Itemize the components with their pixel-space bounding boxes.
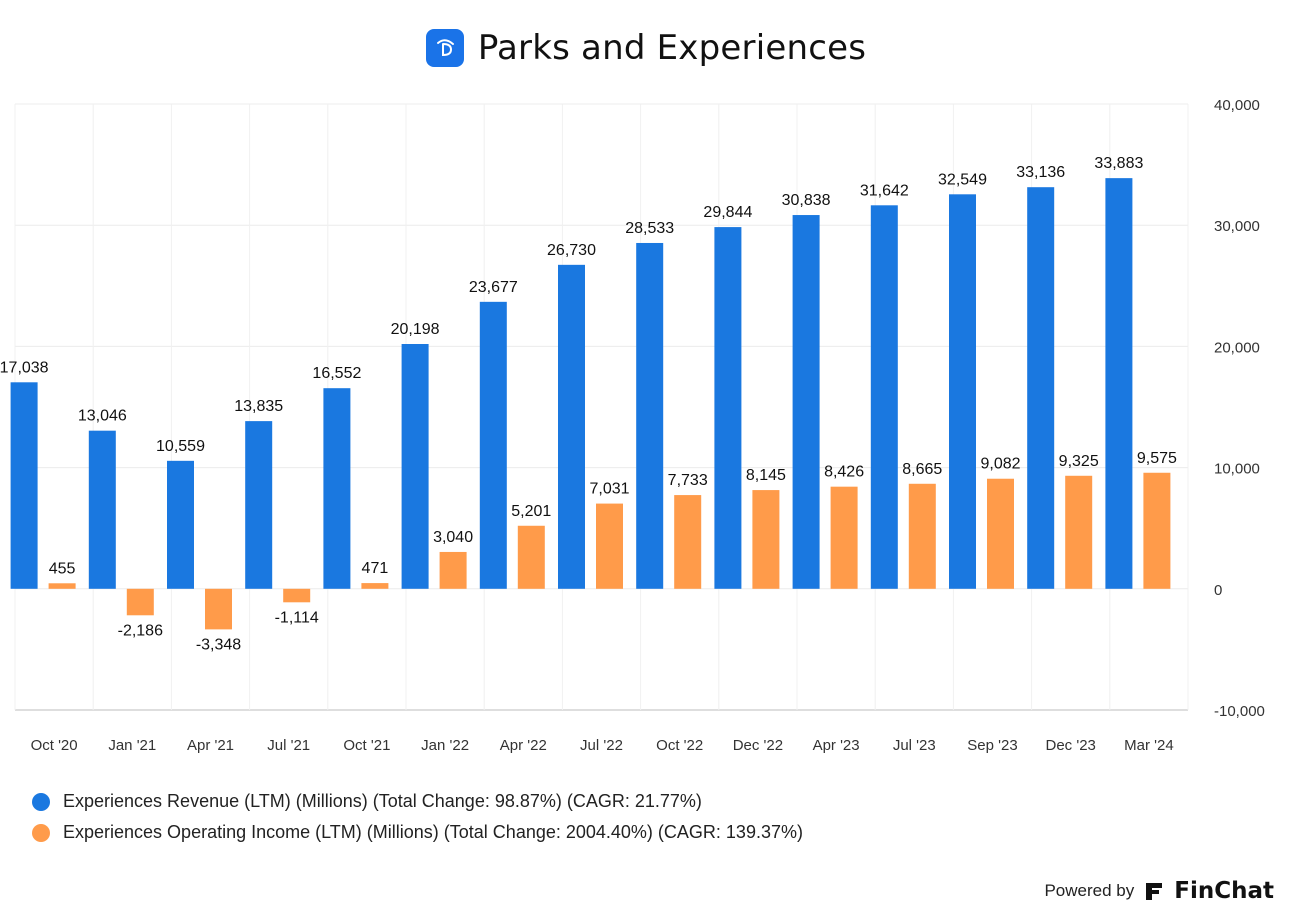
x-tick-label: Apr '22 (500, 737, 547, 754)
footer: Powered by FinChat (1044, 878, 1274, 904)
revenue-bar[interactable] (1105, 178, 1133, 589)
revenue-bar[interactable] (401, 344, 429, 589)
y-tick-label: 10,000 (1214, 461, 1260, 478)
x-tick-label: Dec '22 (733, 737, 783, 754)
revenue-bar[interactable] (714, 227, 742, 589)
legend-label-revenue: Experiences Revenue (LTM) (Millions) (To… (63, 791, 702, 811)
x-tick-label: Sep '23 (967, 737, 1017, 754)
revenue-data-label: 13,835 (234, 398, 283, 415)
revenue-data-label: 33,883 (1094, 155, 1143, 172)
legend-item-revenue[interactable]: Experiences Revenue (LTM) (Millions) (To… (32, 786, 803, 817)
operating-income-data-label: 9,082 (980, 456, 1020, 473)
y-tick-label: 30,000 (1214, 218, 1260, 235)
revenue-data-label: 33,136 (1016, 164, 1065, 181)
revenue-bar[interactable] (479, 301, 507, 589)
x-tick-label: Apr '21 (187, 737, 234, 754)
operating-income-bar[interactable] (987, 478, 1014, 589)
revenue-data-label: 13,046 (78, 408, 127, 425)
x-tick-label: Jan '22 (421, 737, 469, 754)
operating-income-data-label: 9,325 (1059, 453, 1099, 470)
operating-income-bar[interactable] (1065, 475, 1093, 589)
revenue-data-label: 30,838 (782, 192, 831, 209)
chart-title: Parks and Experiences (477, 28, 867, 68)
chart-header: Parks and Experiences (0, 28, 1292, 68)
operating-income-data-label: 8,145 (746, 467, 786, 484)
operating-income-bar[interactable] (48, 583, 76, 589)
y-tick-label: 20,000 (1214, 339, 1260, 356)
finchat-logo-icon (1146, 883, 1163, 900)
x-tick-label: Jul '22 (580, 737, 623, 754)
operating-income-bar[interactable] (596, 503, 623, 589)
revenue-data-label: 10,559 (156, 438, 205, 455)
x-tick-label: Mar '24 (1124, 737, 1174, 754)
revenue-bar[interactable] (323, 388, 351, 589)
operating-income-bar[interactable] (126, 588, 154, 616)
operating-income-data-label: 7,733 (668, 472, 708, 489)
legend-item-operating-income[interactable]: Experiences Operating Income (LTM) (Mill… (32, 817, 803, 848)
operating-income-data-label: 8,665 (902, 461, 942, 478)
operating-income-data-label: -1,114 (275, 609, 319, 626)
revenue-data-label: 31,642 (860, 182, 909, 199)
x-tick-label: Oct '20 (31, 737, 78, 754)
revenue-bar[interactable] (636, 242, 664, 589)
x-tick-label: Oct '21 (343, 737, 390, 754)
revenue-bar[interactable] (1027, 187, 1055, 589)
legend-label-operating-income: Experiences Operating Income (LTM) (Mill… (63, 822, 803, 842)
operating-income-data-label: 3,040 (433, 529, 473, 546)
operating-income-data-label: 5,201 (511, 503, 551, 520)
operating-income-bar[interactable] (908, 483, 936, 589)
revenue-data-label: 29,844 (703, 204, 752, 221)
operating-income-data-label: -2,186 (118, 622, 163, 639)
revenue-bar[interactable] (167, 460, 194, 589)
y-tick-label: 0 (1214, 582, 1222, 599)
y-tick-label: 40,000 (1214, 97, 1260, 114)
operating-income-bar[interactable] (361, 583, 389, 589)
operating-income-bar[interactable] (439, 551, 467, 589)
revenue-data-label: 32,549 (938, 171, 987, 188)
legend: Experiences Revenue (LTM) (Millions) (To… (32, 786, 803, 848)
revenue-bar[interactable] (870, 205, 898, 589)
x-tick-label: Jan '21 (108, 737, 156, 754)
operating-income-bar[interactable] (674, 495, 702, 589)
revenue-data-label: 20,198 (391, 321, 440, 338)
powered-by-label: Powered by (1044, 881, 1135, 900)
revenue-bar[interactable] (792, 215, 820, 589)
operating-income-bar[interactable] (517, 525, 545, 589)
operating-income-data-label: 9,575 (1137, 450, 1177, 467)
brand-name[interactable]: FinChat (1174, 878, 1274, 904)
operating-income-legend-dot (32, 823, 50, 842)
disney-logo-icon (425, 29, 464, 67)
operating-income-data-label: 7,031 (589, 481, 629, 498)
revenue-data-label: 17,038 (0, 359, 49, 376)
x-tick-label: Oct '22 (656, 737, 703, 754)
operating-income-data-label: 8,426 (824, 464, 864, 481)
operating-income-data-label: 455 (49, 560, 76, 577)
operating-income-bar[interactable] (283, 588, 311, 603)
operating-income-bar[interactable] (752, 490, 780, 589)
revenue-bar[interactable] (558, 264, 585, 589)
revenue-legend-dot (32, 792, 50, 811)
operating-income-bar[interactable] (830, 486, 858, 589)
x-tick-label: Jul '23 (893, 737, 936, 754)
revenue-bar[interactable] (88, 430, 116, 589)
operating-income-data-label: -3,348 (196, 636, 241, 653)
revenue-bar[interactable] (949, 194, 976, 589)
revenue-data-label: 16,552 (312, 365, 361, 382)
x-tick-label: Jul '21 (267, 737, 310, 754)
y-tick-label: -10,000 (1214, 703, 1265, 720)
operating-income-bar[interactable] (1143, 472, 1171, 589)
x-tick-label: Apr '23 (813, 737, 860, 754)
operating-income-data-label: 471 (362, 560, 389, 577)
revenue-bar[interactable] (245, 421, 273, 589)
operating-income-bar[interactable] (205, 588, 232, 630)
revenue-data-label: 28,533 (625, 220, 674, 237)
revenue-data-label: 23,677 (469, 279, 518, 296)
revenue-data-label: 26,730 (547, 242, 596, 259)
x-tick-label: Dec '23 (1046, 737, 1096, 754)
revenue-bar[interactable] (10, 382, 38, 589)
